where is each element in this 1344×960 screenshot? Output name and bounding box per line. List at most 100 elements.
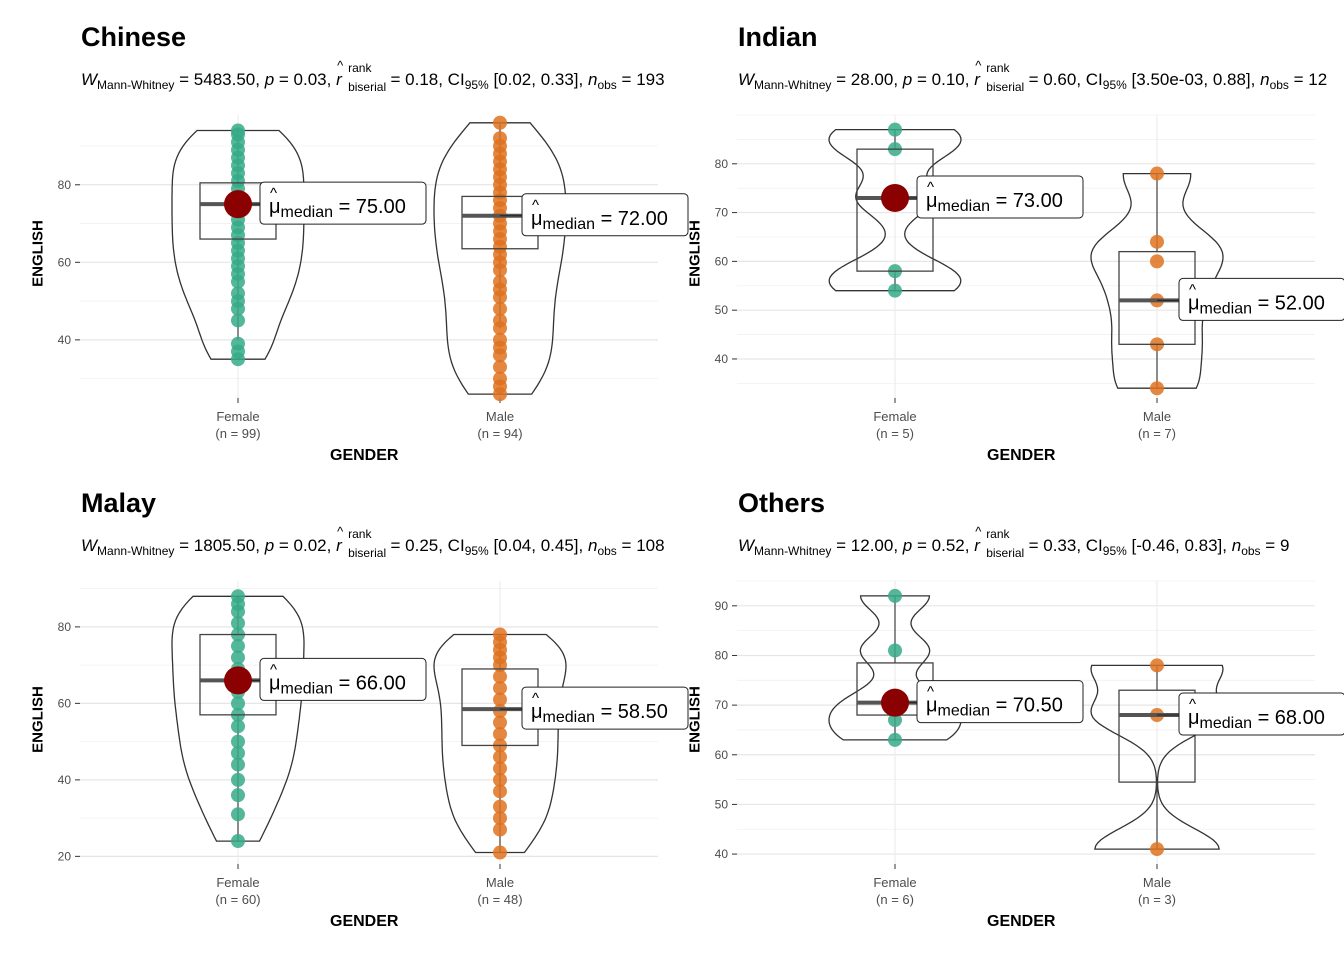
x-tick-count-label: (n = 48) [477,892,522,907]
data-point [231,336,245,351]
stats-subtitle: WMann-Whitney = 28.00, p = 0.10, ^ r rank b… [738,58,1328,94]
panel-title: Others [738,488,826,518]
y-tick-label: 40 [715,847,729,861]
x-axis-label: GENDER [330,447,399,464]
median-marker [224,190,252,219]
panel-title: Malay [81,488,157,518]
data-point [231,746,245,761]
data-point [888,588,902,603]
y-tick-label: 70 [715,698,729,712]
violin-outline [171,595,305,842]
y-tick-label: 40 [58,333,72,347]
x-tick-count-label: (n = 94) [477,426,522,441]
median-label-box [916,680,1084,724]
median-label: μmedian = 72.00 [531,208,668,233]
stat-r: 0.33 [1043,536,1077,555]
data-point [888,713,902,728]
stats-subtitle: WMann-Whitney = 12.00, p = 0.52, ^ r rank b… [738,524,1290,560]
median-label: μmedian = 70.50 [926,695,1063,720]
data-point [493,749,507,764]
median-label: μmedian = 73.00 [926,190,1063,215]
data-point [493,772,507,787]
y-tick-label: 80 [58,620,72,634]
x-tick-label: Female [216,875,259,890]
data-point [1150,658,1164,673]
median-hat: ^ [270,185,277,202]
data-point [493,784,507,799]
data-point [493,627,507,642]
median-hat: ^ [532,197,539,214]
stat-r: 0.60 [1043,70,1077,89]
median-label: μmedian = 66.00 [269,672,406,697]
stat-w: 12.00 [850,536,894,555]
median-label-box [1178,277,1344,321]
data-point [493,313,507,328]
stat-ci: [0.02, 0.33] [493,70,579,89]
violin-outline [433,633,567,854]
median-label-box [259,657,427,701]
data-point [231,719,245,734]
violin-outline [171,129,305,360]
y-tick-label: 20 [58,849,72,863]
data-point [493,131,507,146]
median-marker [881,183,909,212]
x-axis-label: GENDER [987,447,1056,464]
data-point [493,681,507,696]
y-axis-label: ENGLISH [29,686,47,753]
data-point [231,757,245,772]
median-hat: ^ [927,179,934,196]
data-point [231,589,245,604]
violin-outline [1090,664,1224,850]
data-point [231,696,245,711]
y-tick-label: 60 [58,255,72,269]
data-point [493,726,507,741]
median-label: μmedian = 75.00 [269,196,406,221]
panel-malay: Malay WMann-Whitney = 1805.50, p = 0.02,… [0,466,689,946]
y-tick-label: 80 [715,157,729,171]
data-point [493,371,507,386]
median-label: μmedian = 52.00 [1188,292,1325,317]
x-tick-count-label: (n = 6) [876,892,914,907]
y-tick-label: 70 [715,206,729,220]
stats-subtitle: WMann-Whitney = 1805.50, p = 0.02, ^ r ran… [81,524,665,560]
data-point [493,811,507,826]
median-hat: ^ [927,684,934,701]
y-tick-label: 50 [715,797,729,811]
x-tick-label: Female [216,409,259,424]
stat-nobs: 12 [1308,70,1328,89]
data-point [493,274,507,289]
x-tick-count-label: (n = 7) [1138,426,1176,441]
y-axis-label: ENGLISH [29,220,47,287]
data-point [231,834,245,849]
data-point [231,313,245,328]
data-point [493,822,507,837]
x-tick-count-label: (n = 5) [876,426,914,441]
median-label-box [521,686,689,730]
data-point [1150,166,1164,181]
median-hat: ^ [1189,281,1196,298]
median-label-box [916,175,1084,219]
median-label-box [1178,692,1344,736]
panel-indian: Indian WMann-Whitney = 28.00, p = 0.10, … [657,0,1344,480]
data-point [231,807,245,822]
y-tick-label: 80 [58,178,72,192]
x-tick-count-label: (n = 99) [215,426,260,441]
violin-outline [433,122,567,395]
panel-chinese: Chinese WMann-Whitney = 5483.50, p = 0.0… [0,0,689,480]
y-axis-label: ENGLISH [686,686,704,753]
data-point [493,761,507,776]
data-point [493,715,507,730]
data-point [888,732,902,747]
median-label-box [521,193,689,237]
data-point [888,122,902,137]
median-hat: ^ [532,690,539,707]
data-point [231,650,245,665]
x-tick-label: Male [486,409,514,424]
data-point [231,616,245,631]
data-point [493,845,507,860]
box-iqr [1118,689,1196,783]
data-point [888,283,902,298]
